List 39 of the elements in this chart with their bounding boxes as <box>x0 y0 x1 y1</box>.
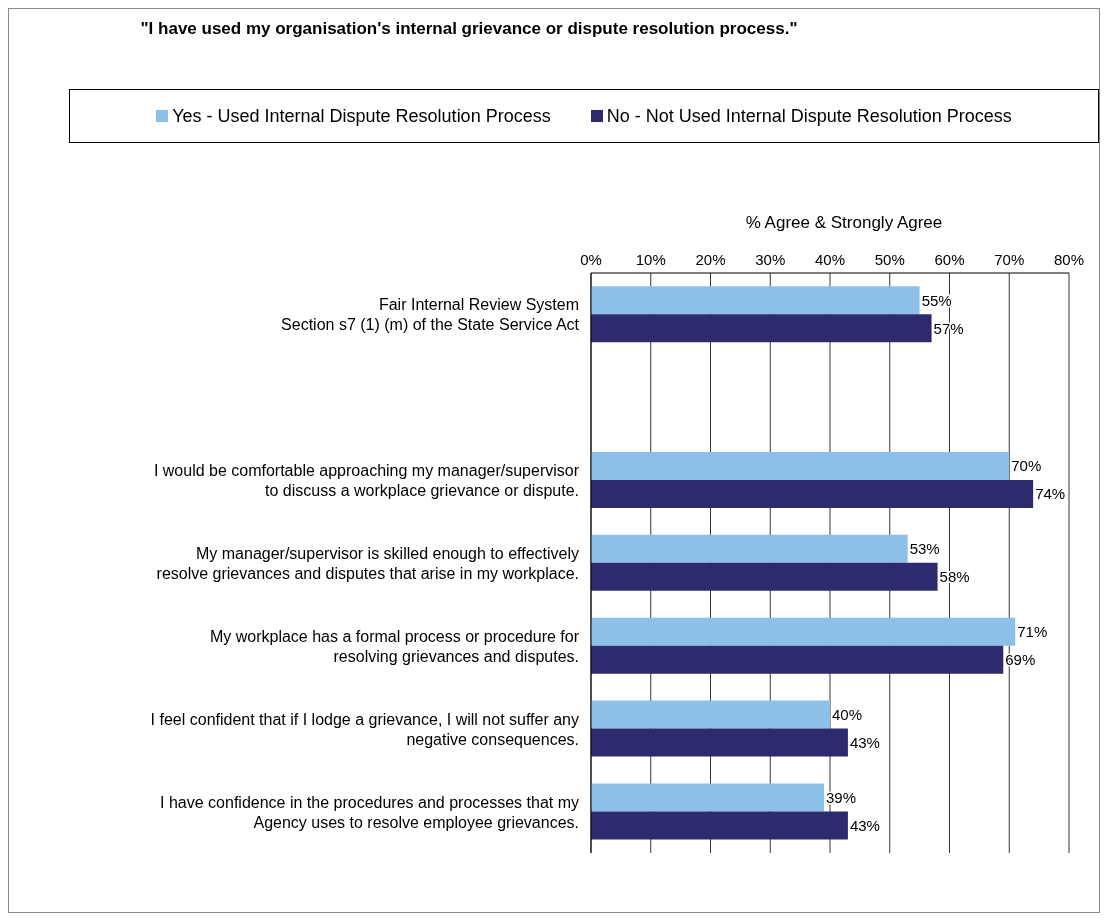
bar <box>591 700 830 729</box>
y-tick-label: Fair Internal Review System Section s7 (1) (m) of the State Service Act <box>281 295 580 333</box>
y-tick-label: I would be comfortable approaching my manager/supervisor to discuss a workplace grievance or dispute. <box>153 461 580 499</box>
x-tick-label: 80% <box>1053 251 1085 268</box>
data-label: 70% <box>1011 457 1042 475</box>
x-tick-label: 30% <box>755 251 786 268</box>
y-tick-label: I have confidence in the procedures and processes that my Agency uses to resolve employee grievances. <box>160 793 579 831</box>
x-tick-label: 20% <box>695 251 726 268</box>
bar <box>591 534 908 563</box>
bar <box>591 783 825 812</box>
bar <box>591 728 848 757</box>
y-tick-label: My workplace has a formal process or procedure for resolving grievances and disputes. <box>209 627 580 665</box>
y-tick-label: I feel confident that if I lodge a grievance, I will not suffer any negative consequences. <box>150 710 579 748</box>
x-tick-label: 50% <box>874 251 905 268</box>
chart-title: "I have used my organisation's internal grievance or dispute resolution process." <box>139 18 799 40</box>
data-label: 39% <box>826 788 857 806</box>
bar <box>591 645 1004 674</box>
data-label: 43% <box>849 816 880 834</box>
y-tick-label: My manager/supervisor is skilled enough to effectively resolve grievances and disputes that arise in my workplace. <box>156 544 579 582</box>
legend-label: Yes - Used Internal Dispute Resolution Process <box>172 105 551 127</box>
bar <box>591 811 848 840</box>
x-tick-label: 10% <box>635 251 666 268</box>
data-label: 71% <box>1017 623 1048 641</box>
x-axis-title: % Agree & Strongly Agree <box>744 212 944 233</box>
data-label: 43% <box>849 734 880 752</box>
data-label: 74% <box>1035 485 1066 503</box>
x-tick-label: 40% <box>814 251 846 268</box>
x-tick-label: 60% <box>934 251 965 268</box>
bar <box>591 617 1016 646</box>
bar <box>591 314 932 343</box>
legend-label: No - Not Used Internal Dispute Resolution Process <box>606 105 1012 127</box>
bar <box>591 451 1010 480</box>
bar <box>591 286 920 315</box>
bar <box>591 479 1034 508</box>
x-tick-label: 70% <box>994 251 1025 268</box>
bar <box>591 562 938 591</box>
data-label: 53% <box>909 540 940 558</box>
x-tick-label: 0% <box>580 251 602 268</box>
data-label: 40% <box>832 706 863 724</box>
